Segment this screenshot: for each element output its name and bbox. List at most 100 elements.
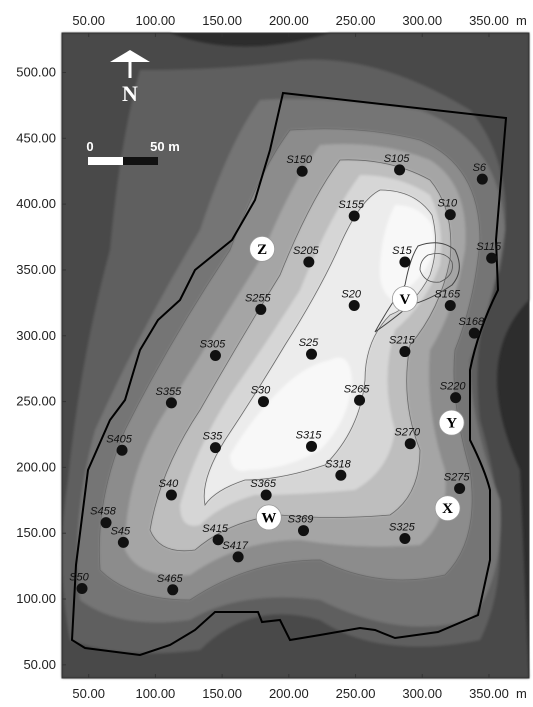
station-label-s355: S355 xyxy=(156,386,183,398)
station-point-s275 xyxy=(454,482,466,494)
station-label-s215: S215 xyxy=(389,335,416,347)
station-label-s30: S30 xyxy=(251,385,271,397)
y-tick-label: 50.00 xyxy=(23,657,56,672)
y-tick-label: 200.00 xyxy=(16,459,56,474)
station-point-s10 xyxy=(444,209,456,221)
x-tick-label-bottom: 300.00 xyxy=(402,686,442,701)
zone-label-z: Z xyxy=(257,242,267,258)
x-tick-label-bottom: 100.00 xyxy=(136,686,176,701)
station-point-s417 xyxy=(232,551,244,563)
y-tick-label: 100.00 xyxy=(16,591,56,606)
scale-bar-start-label: 0 xyxy=(86,139,93,154)
station-point-s6 xyxy=(476,173,488,185)
station-point-s15 xyxy=(399,256,411,268)
station-label-s35: S35 xyxy=(203,431,223,443)
station-label-s105: S105 xyxy=(384,153,411,165)
station-label-s255: S255 xyxy=(245,292,272,304)
zone-marker-w xyxy=(255,504,282,531)
x-tick-label-bottom: 250.00 xyxy=(336,686,376,701)
station-point-s458 xyxy=(100,517,112,529)
station-point-s270 xyxy=(404,438,416,450)
station-label-s415: S415 xyxy=(202,523,229,535)
scale-bar: 0 50 m xyxy=(86,139,180,165)
y-tick-label: 400.00 xyxy=(16,196,56,211)
station-point-s365 xyxy=(260,489,272,501)
x-axis-bottom: 50.00 100.00 150.00 200.00 250.00 300.00 350.0… xyxy=(72,674,509,701)
zone-marker-y xyxy=(438,409,465,436)
frame xyxy=(61,32,530,679)
station-point-s205 xyxy=(303,256,315,268)
station-label-s165: S165 xyxy=(434,288,461,300)
station-label-s50: S50 xyxy=(69,571,89,583)
x-tick-label-top: 150.00 xyxy=(202,13,242,28)
sampling-stations: S150 S105 S6 S155 S10 S205 S15 S115 S255 S20 S165 S… xyxy=(69,153,502,596)
station-point-s255 xyxy=(255,303,267,315)
zone-label-w: W xyxy=(261,510,276,526)
station-label-s45: S45 xyxy=(111,525,131,537)
x-tick-label-bottom: 150.00 xyxy=(202,686,242,701)
y-tick-label: 250.00 xyxy=(16,394,56,409)
y-tick-label: 300.00 xyxy=(16,328,56,343)
station-label-s275: S275 xyxy=(444,471,471,483)
station-point-s50 xyxy=(76,582,88,594)
station-label-s305: S305 xyxy=(200,339,227,351)
x-tick-label-top: 100.00 xyxy=(136,13,176,28)
y-axis: 50.00 100.00 150.00 200.00 250.00 300.00 350.0… xyxy=(16,64,66,672)
x-tick-label-bottom: 200.00 xyxy=(269,686,309,701)
station-point-s30 xyxy=(257,396,269,408)
station-point-s25 xyxy=(306,348,318,360)
station-point-s40 xyxy=(165,489,177,501)
station-point-s265 xyxy=(354,394,366,406)
station-point-s220 xyxy=(450,392,462,404)
x-tick-label-bottom: 50.00 xyxy=(72,686,105,701)
zone-marker-v xyxy=(392,285,418,312)
station-label-s318: S318 xyxy=(325,458,352,470)
y-tick-label: 500.00 xyxy=(16,64,56,79)
station-label-s168: S168 xyxy=(458,316,485,328)
station-label-s265: S265 xyxy=(344,383,371,395)
x-axis-top: 50.00 100.00 150.00 200.00 250.00 300.00 350.0… xyxy=(72,13,509,37)
station-label-s315: S315 xyxy=(296,429,323,441)
station-label-s155: S155 xyxy=(338,199,365,211)
station-label-s115: S115 xyxy=(476,241,502,253)
station-point-s355 xyxy=(165,397,177,409)
station-point-s45 xyxy=(117,536,129,548)
station-label-s205: S205 xyxy=(293,245,320,257)
station-label-s40: S40 xyxy=(159,478,179,490)
x-tick-label-top: 250.00 xyxy=(336,13,376,28)
x-tick-label-top: 200.00 xyxy=(269,13,309,28)
station-point-s415 xyxy=(212,534,224,546)
station-point-s115 xyxy=(486,252,498,264)
station-label-s325: S325 xyxy=(389,521,416,533)
station-point-s168 xyxy=(468,327,480,339)
contour-band-9 xyxy=(379,205,434,300)
north-label: N xyxy=(122,81,138,106)
north-arrow: N xyxy=(110,50,150,106)
station-label-s10: S10 xyxy=(437,198,457,210)
station-label-s405: S405 xyxy=(106,433,133,445)
zone-markers: Z V Y X W xyxy=(249,235,465,531)
station-label-s417: S417 xyxy=(222,540,249,552)
x-tick-label-top: 300.00 xyxy=(402,13,442,28)
y-tick-label: 350.00 xyxy=(16,262,56,277)
x-axis-unit-bottom: m xyxy=(516,686,527,701)
contour-bands xyxy=(61,33,529,678)
station-label-s369: S369 xyxy=(288,514,314,526)
zone-label-y: Y xyxy=(446,416,457,432)
station-point-s165 xyxy=(444,299,456,311)
station-point-s150 xyxy=(296,165,308,177)
zone-label-v: V xyxy=(399,292,410,308)
contour-band-9b xyxy=(230,357,352,471)
station-label-s220: S220 xyxy=(440,381,467,393)
zone-marker-z xyxy=(249,235,276,262)
station-point-s315 xyxy=(306,440,318,452)
station-point-s105 xyxy=(394,164,406,176)
station-label-s6: S6 xyxy=(473,162,487,174)
station-point-s369 xyxy=(298,525,310,537)
station-label-s15: S15 xyxy=(392,245,412,257)
y-tick-label: 450.00 xyxy=(16,130,56,145)
station-point-s465 xyxy=(167,584,179,596)
station-label-s20: S20 xyxy=(341,288,361,300)
north-arrow-head-icon xyxy=(110,50,150,62)
